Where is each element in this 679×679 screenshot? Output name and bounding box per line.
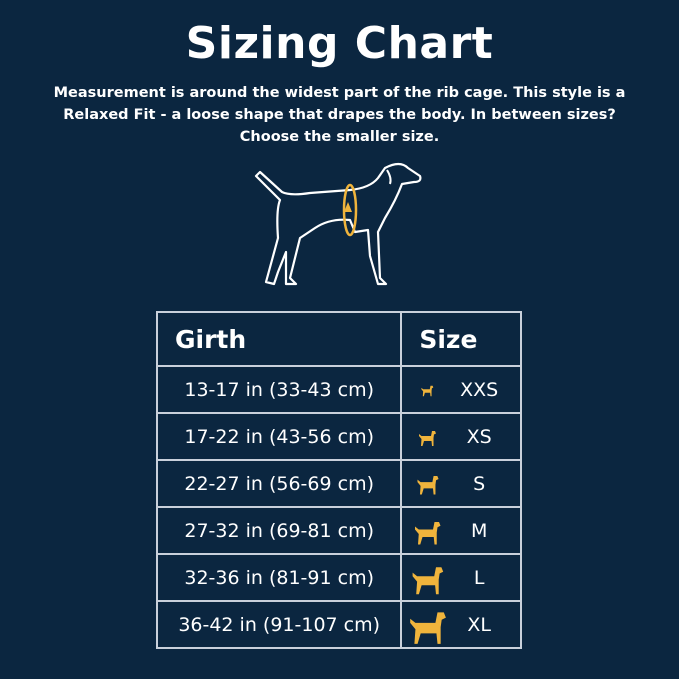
table-row: 32-36 in (81-91 cm) L	[155, 553, 522, 602]
size-label: XL	[467, 613, 491, 636]
girth-cell: 27-32 in (69-81 cm)	[155, 506, 403, 555]
girth-cell: 17-22 in (43-56 cm)	[155, 412, 403, 461]
dog-girth-measurement-icon	[254, 162, 422, 286]
size-label: L	[473, 566, 485, 589]
header-girth: Girth	[155, 311, 403, 367]
medium-dog-icon	[402, 516, 452, 546]
girth-cell: 32-36 in (81-91 cm)	[155, 553, 403, 602]
girth-cell: 13-17 in (33-43 cm)	[155, 365, 403, 414]
large-dog-icon	[402, 560, 452, 596]
table-row: 22-27 in (56-69 cm) S	[155, 459, 522, 508]
size-cell: S	[400, 459, 522, 508]
great-dane-icon	[402, 604, 452, 646]
size-label: S	[473, 472, 486, 495]
tiny-dog-icon	[402, 383, 452, 397]
table-row: 13-17 in (33-43 cm) XXS	[155, 365, 522, 414]
table-row: 36-42 in (91-107 cm) XL	[155, 600, 522, 649]
size-cell: XL	[400, 600, 522, 649]
poodle-dog-icon	[402, 471, 452, 496]
header-size: Size	[400, 311, 522, 367]
girth-cell: 36-42 in (91-107 cm)	[155, 600, 403, 649]
size-label: M	[470, 519, 488, 542]
size-label: XXS	[460, 378, 499, 401]
size-cell: L	[400, 553, 522, 602]
table-row: 27-32 in (69-81 cm) M	[155, 506, 522, 555]
table-header-row: Girth Size	[155, 311, 522, 367]
small-dog-icon	[402, 427, 452, 447]
sizing-description: Measurement is around the widest part of…	[53, 85, 626, 145]
size-cell: M	[400, 506, 522, 555]
size-label: XS	[466, 425, 492, 448]
girth-cell: 22-27 in (56-69 cm)	[155, 459, 403, 508]
page-title: Sizing Chart	[185, 18, 494, 69]
sizing-table: Girth Size 13-17 in (33-43 cm) XXS 17-22 …	[155, 311, 522, 649]
table-row: 17-22 in (43-56 cm) XS	[155, 412, 522, 461]
size-cell: XS	[400, 412, 522, 461]
size-cell: XXS	[400, 365, 522, 414]
